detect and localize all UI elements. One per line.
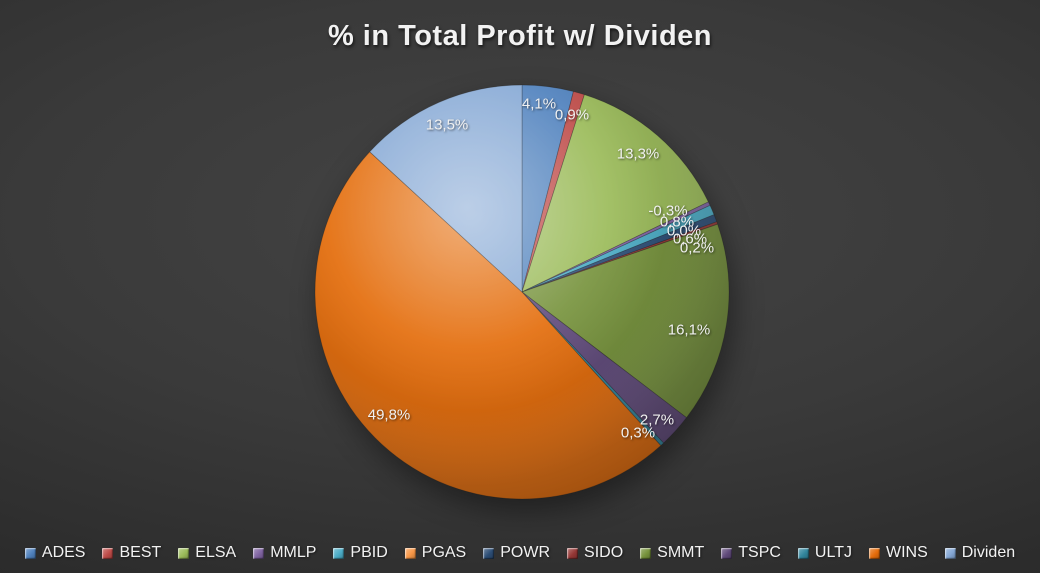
legend-item-label: Dividen	[961, 544, 1016, 561]
legend-item-PBID[interactable]: PBID	[333, 544, 388, 562]
legend-item-label: ULTJ	[814, 544, 852, 561]
legend-item-label: PGAS	[421, 544, 467, 561]
legend-item-Dividen[interactable]: Dividen	[944, 544, 1016, 562]
legend-item-ULTJ[interactable]: ULTJ	[797, 544, 852, 562]
legend-swatch-icon	[404, 547, 416, 559]
legend-item-WINS[interactable]: WINS	[868, 544, 928, 562]
legend-item-ELSA[interactable]: ELSA	[178, 544, 236, 562]
legend-item-ADES[interactable]: ADES	[24, 544, 86, 562]
legend-swatch-icon	[944, 547, 956, 559]
legend-swatch-icon	[24, 547, 36, 559]
legend-item-BEST[interactable]: BEST	[102, 544, 161, 562]
legend-item-SIDO[interactable]: SIDO	[567, 544, 623, 562]
legend-item-MMLP[interactable]: MMLP	[253, 544, 316, 562]
legend-item-PGAS[interactable]: PGAS	[404, 544, 467, 562]
legend-swatch-icon	[102, 547, 114, 559]
legend-item-TSPC[interactable]: TSPC	[721, 544, 781, 562]
legend-item-POWR[interactable]: POWR	[483, 544, 550, 562]
legend-swatch-icon	[797, 547, 809, 559]
legend-item-label: TSPC	[738, 544, 781, 561]
legend-item-label: WINS	[885, 544, 928, 561]
legend-swatch-icon	[483, 547, 495, 559]
legend-item-SMMT[interactable]: SMMT	[640, 544, 704, 562]
legend-item-label: MMLP	[270, 544, 317, 561]
legend-item-label: SMMT	[657, 544, 705, 561]
legend-item-label: SIDO	[584, 544, 624, 561]
legend-item-label: ADES	[41, 544, 86, 561]
legend-swatch-icon	[178, 547, 190, 559]
legend-item-label: POWR	[500, 544, 551, 561]
chart-legend: ADES BEST ELSA MMLP PBID PGAS POWR SIDO SMMT TSPC…	[0, 544, 1040, 562]
legend-swatch-icon	[640, 547, 652, 559]
chart-title: % in Total Profit w/ Dividen	[327, 20, 713, 52]
legend-swatch-icon	[721, 547, 733, 559]
legend-swatch-icon	[253, 547, 265, 559]
legend-item-label: ELSA	[195, 544, 237, 561]
legend-item-label: BEST	[119, 544, 162, 561]
legend-swatch-icon	[868, 547, 880, 559]
legend-swatch-icon	[567, 547, 579, 559]
legend-swatch-icon	[333, 547, 345, 559]
legend-item-label: PBID	[350, 544, 388, 561]
